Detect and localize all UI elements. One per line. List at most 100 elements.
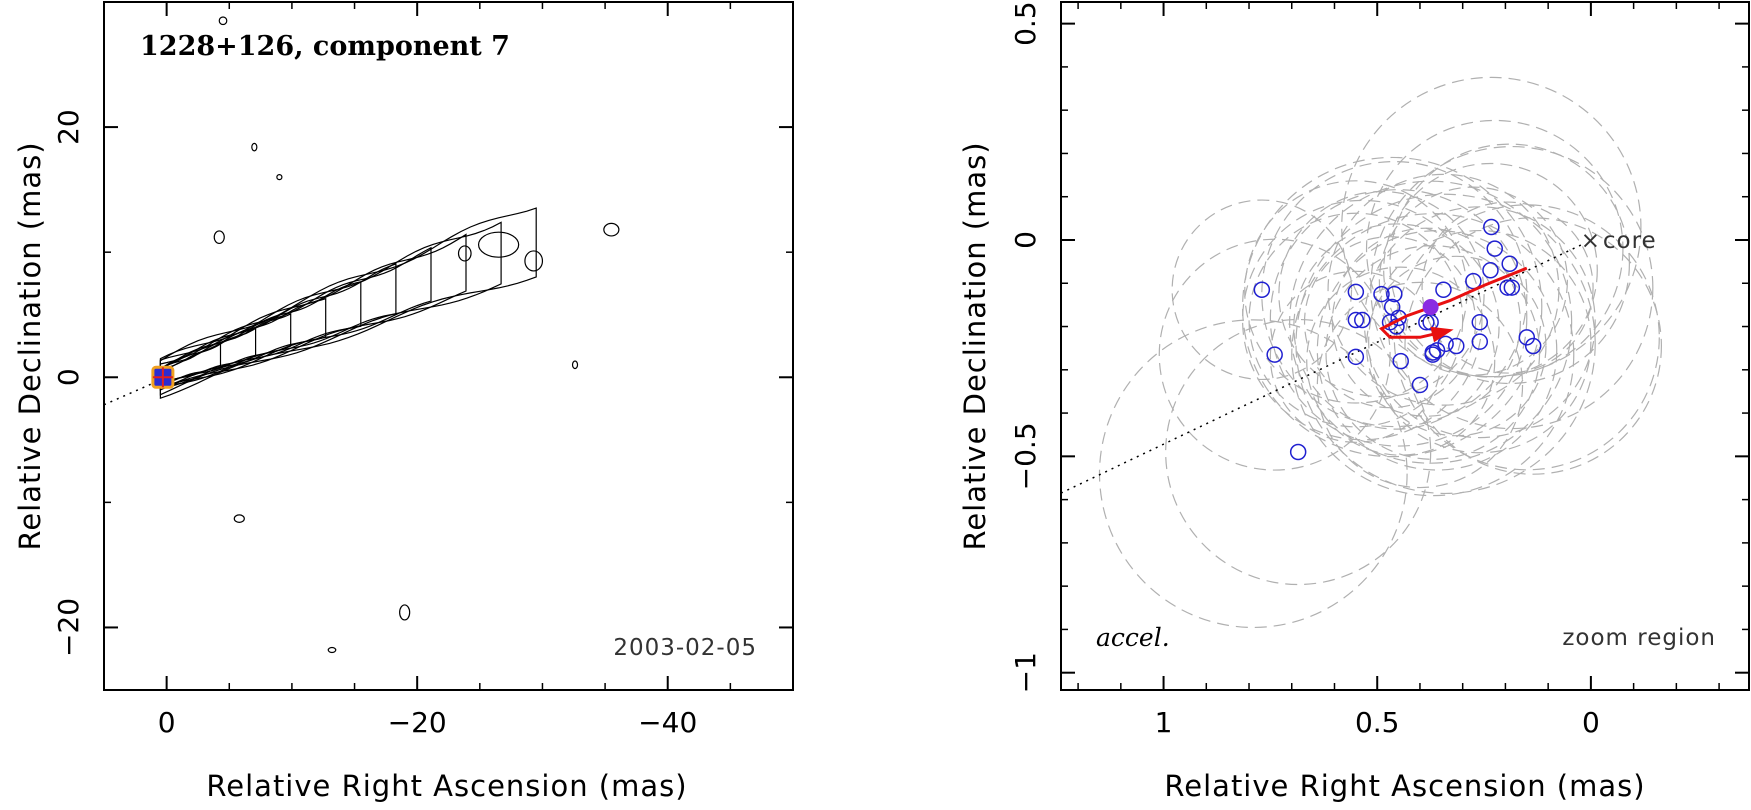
- isolated-contour: [276, 174, 283, 181]
- position-point: [1482, 262, 1499, 279]
- position-point: [1503, 279, 1521, 296]
- isolated-contour: [213, 230, 225, 245]
- uncertainty-ellipse: [1241, 156, 1543, 458]
- position-point: [1411, 376, 1429, 394]
- isolated-contour: [477, 231, 520, 258]
- position-point: [1437, 335, 1454, 353]
- uncertainty-ellipse: [1327, 173, 1560, 406]
- isolated-contour: [603, 222, 620, 237]
- jet-contour-level: [159, 342, 222, 383]
- current-position-marker: [1422, 299, 1439, 316]
- left-plot-frame: [103, 1, 794, 691]
- uncertainty-ellipse: [1316, 230, 1558, 471]
- uncertainty-ellipse: [1291, 213, 1575, 497]
- right-y-tick-label: 0: [1009, 231, 1042, 249]
- isolated-contour: [571, 360, 579, 370]
- left-x-tick-label: −40: [638, 706, 697, 739]
- uncertainty-ellipse: [1368, 229, 1592, 454]
- left-panel-contour-map: 0 −20 −40 20 0 −20 1228+126, component 7 200…: [13, 1, 794, 803]
- uncertainty-ellipse: [1248, 212, 1464, 428]
- uncertainty-ellipse: [1404, 217, 1662, 475]
- uncertainty-ellipse: [1295, 193, 1596, 495]
- observation-date: 2003-02-05: [613, 635, 757, 661]
- right-y-tick-label: −0.5: [1009, 422, 1042, 490]
- uncertainty-ellipse: [1278, 190, 1485, 398]
- position-point: [1471, 333, 1489, 350]
- uncertainty-ellipse: [1241, 199, 1483, 441]
- left-y-tick-label: −20: [52, 598, 85, 657]
- uncertainty-ellipse: [1165, 318, 1432, 586]
- jet-contour-level: [159, 246, 432, 388]
- right-y-tick-label: 0.5: [1009, 1, 1042, 46]
- uncertainty-ellipse: [1171, 199, 1353, 381]
- uncertainty-ellipses: [1098, 76, 1662, 629]
- position-point: [1448, 337, 1465, 355]
- position-point: [1392, 352, 1409, 370]
- accel-label: accel.: [1096, 623, 1170, 652]
- left-x-tick-label: 0: [158, 706, 176, 739]
- uncertainty-ellipse: [1363, 206, 1596, 439]
- right-x-tick-label: 0: [1582, 706, 1600, 739]
- left-y-tick-label: 0: [52, 368, 85, 386]
- position-point: [1386, 285, 1403, 303]
- uncertainty-ellipse: [1261, 160, 1528, 428]
- right-x-tick-label: 0.5: [1355, 706, 1400, 739]
- left-y-tick-label: 20: [52, 109, 85, 145]
- uncertainty-ellipse: [1098, 319, 1408, 629]
- isolated-contour: [251, 142, 258, 152]
- jet-contour-level: [159, 327, 257, 385]
- left-axis-ticks: [104, 2, 793, 690]
- uncertainty-ellipse: [1293, 223, 1500, 430]
- uncertainty-ellipse: [1365, 255, 1547, 437]
- right-y-axis-title: Relative Declination (mas): [958, 141, 992, 550]
- position-point: [1424, 346, 1442, 363]
- uncertainty-ellipse: [1421, 201, 1594, 374]
- uncertainty-ellipse: [1269, 189, 1528, 447]
- right-plot-frame: [1060, 1, 1750, 691]
- right-panel-zoom-scatter: × core 1 0.5 0 0.50−0.5−1 accel. zoom regi…: [958, 1, 1750, 803]
- zoom-region-label: zoom region: [1562, 625, 1716, 651]
- position-point: [1373, 285, 1390, 303]
- core-label: core: [1603, 228, 1657, 254]
- uncertainty-ellipse: [1383, 162, 1598, 378]
- position-point: [1501, 255, 1518, 273]
- position-point: [1347, 348, 1365, 366]
- right-x-axis-title: Relative Right Ascension (mas): [1164, 769, 1645, 803]
- fitted-trajectory: [1378, 266, 1528, 339]
- uncertainty-ellipse: [1370, 145, 1654, 430]
- left-chart-title: 1228+126, component 7: [140, 31, 510, 62]
- isolated-contour: [327, 646, 337, 654]
- isolated-contour: [524, 250, 544, 272]
- position-point: [1347, 283, 1365, 301]
- trajectory-arrowhead: [1430, 326, 1454, 343]
- right-y-tick-label: −1: [1009, 652, 1042, 693]
- right-axis-ticks: [1061, 2, 1749, 690]
- uncertainty-ellipse: [1306, 266, 1496, 456]
- position-point: [1266, 346, 1283, 363]
- left-y-tick-labels: 20 0 −20: [52, 109, 85, 657]
- jet-contour-level: [159, 280, 362, 389]
- isolated-contour: [233, 514, 245, 523]
- jet-axis-dotted-line: [1061, 243, 1583, 494]
- uncertainty-ellipse: [1325, 245, 1541, 460]
- position-point: [1483, 218, 1500, 236]
- position-points: [1253, 218, 1542, 461]
- position-point: [1418, 313, 1435, 331]
- right-x-tick-label: 1: [1155, 706, 1173, 739]
- uncertainty-ellipse: [1393, 204, 1660, 471]
- uncertainty-ellipse: [1316, 281, 1524, 489]
- position-point: [1435, 281, 1452, 298]
- position-point: [1354, 311, 1371, 329]
- position-point: [1486, 240, 1503, 257]
- uncertainty-ellipse: [1303, 236, 1477, 409]
- position-point: [1524, 337, 1542, 355]
- uncertainty-ellipse: [1389, 143, 1630, 385]
- isolated-contour: [457, 245, 472, 262]
- isolated-contour: [399, 604, 411, 621]
- position-point: [1518, 329, 1536, 346]
- position-point: [1499, 279, 1516, 296]
- core-cross-marker: ×: [1581, 228, 1601, 254]
- left-x-tick-labels: 0 −20 −40: [158, 706, 698, 739]
- right-x-tick-labels: 1 0.5 0: [1155, 706, 1600, 739]
